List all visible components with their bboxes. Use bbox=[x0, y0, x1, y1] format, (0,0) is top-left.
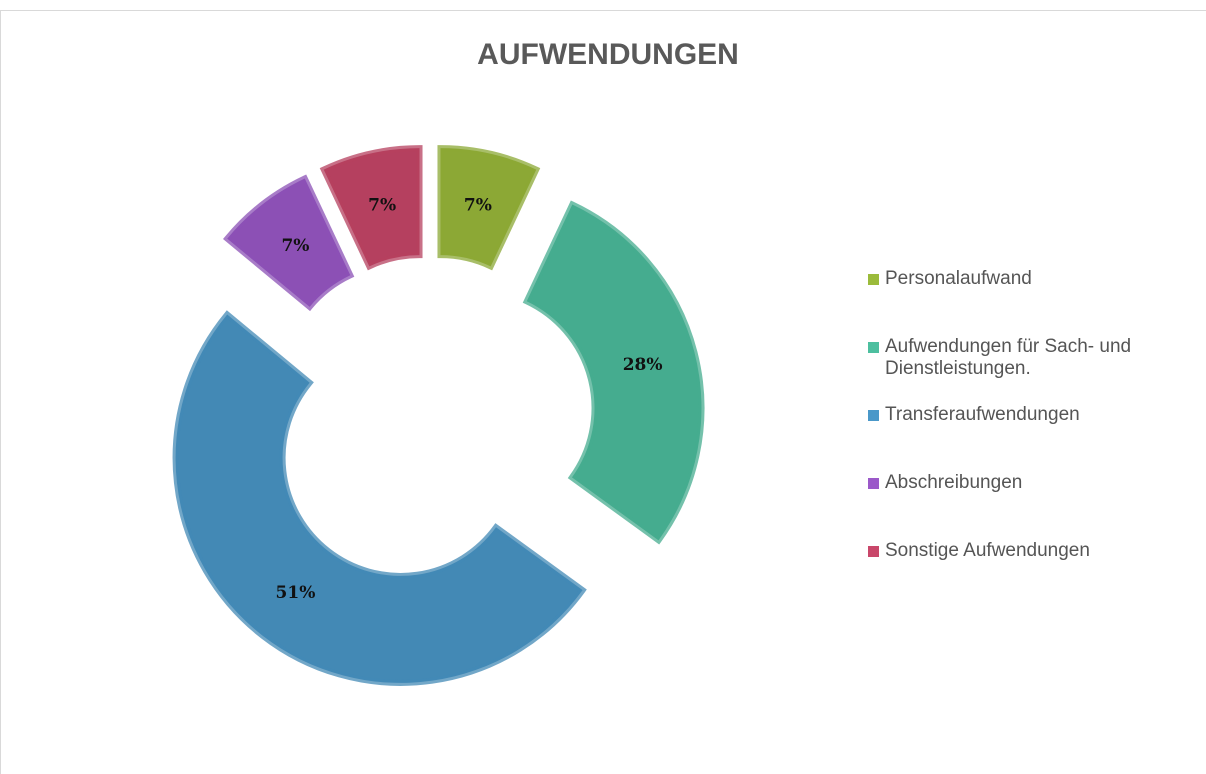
legend-swatch bbox=[868, 274, 879, 285]
legend-label: Abschreibungen bbox=[885, 472, 1023, 493]
donut-slice bbox=[437, 145, 541, 271]
donut-slice bbox=[222, 174, 355, 312]
data-label: 7% bbox=[464, 195, 492, 215]
legend-swatch bbox=[868, 478, 879, 489]
legend-swatch bbox=[868, 342, 879, 353]
legend-item: Abschreibungen bbox=[868, 472, 1198, 540]
legend-swatch bbox=[868, 410, 879, 421]
data-label: 28% bbox=[623, 355, 663, 375]
legend-label: Personalaufwand bbox=[885, 268, 1032, 289]
chart-title: AUFWENDUNGEN bbox=[477, 38, 739, 71]
data-label: 51% bbox=[276, 583, 316, 603]
data-label: 7% bbox=[281, 236, 309, 256]
legend-item: Transferaufwendungen bbox=[868, 404, 1198, 472]
legend-label: Aufwendungen für Sach- und Dienstleistun… bbox=[885, 336, 1132, 379]
legend-swatch bbox=[868, 546, 879, 557]
legend: Personalaufwand Aufwendungen für Sach- un… bbox=[868, 268, 1198, 608]
legend-item: Personalaufwand bbox=[868, 268, 1198, 336]
donut-slice bbox=[319, 145, 423, 271]
data-label: 7% bbox=[368, 195, 396, 215]
donut-slice bbox=[522, 200, 705, 545]
donut-slice bbox=[172, 310, 587, 686]
legend-item: Sonstige Aufwendungen bbox=[868, 540, 1198, 608]
legend-item: Aufwendungen für Sach- und Dienstleistun… bbox=[868, 336, 1198, 404]
legend-label: Transferaufwendungen bbox=[885, 404, 1080, 425]
frame bbox=[0, 10, 1206, 774]
legend-label: Sonstige Aufwendungen bbox=[885, 540, 1090, 561]
